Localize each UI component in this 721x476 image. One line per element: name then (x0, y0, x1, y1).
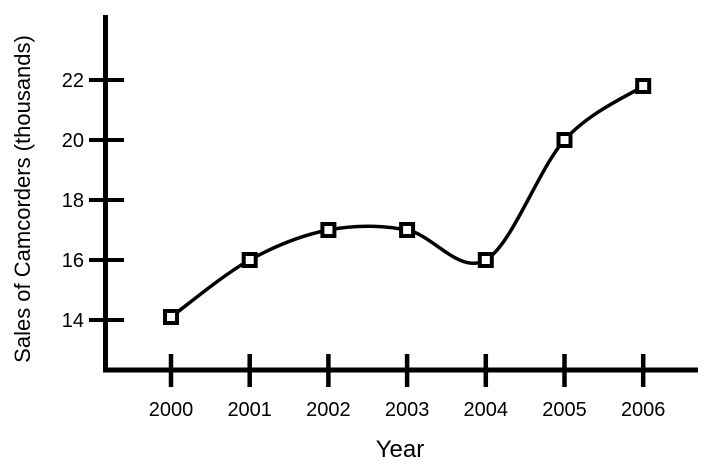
data-point-marker (556, 132, 573, 148)
data-point-marker (320, 222, 337, 238)
y-tick-label: 16 (62, 250, 84, 272)
data-point-marker (163, 309, 179, 325)
y-tick-label: 20 (62, 130, 84, 152)
x-tick-label: 2002 (306, 399, 351, 421)
x-tick-label: 2006 (621, 399, 666, 421)
x-tick-label: 2001 (227, 399, 272, 421)
data-point-marker (241, 252, 258, 268)
y-tick-label: 14 (62, 310, 84, 332)
y-axis-ticks: 14 16 18 20 22 (62, 70, 124, 332)
x-tick-label: 2000 (149, 399, 194, 421)
x-axis-title: Year (376, 436, 425, 463)
series-line (169, 84, 645, 319)
y-axis-title: Sales of Camcorders (thousands) (10, 35, 35, 363)
x-axis-ticks: 2000 2001 2002 2003 2004 2005 2006 (149, 354, 666, 421)
x-tick-label: 2003 (385, 399, 430, 421)
y-tick-label: 18 (62, 190, 84, 212)
data-point-marker (399, 222, 416, 238)
y-tick-label: 22 (62, 70, 84, 92)
series-group (163, 78, 652, 325)
data-point-marker (477, 252, 494, 268)
x-tick-label: 2004 (464, 399, 509, 421)
data-point-marker (635, 78, 652, 94)
x-tick-label: 2005 (542, 399, 587, 421)
